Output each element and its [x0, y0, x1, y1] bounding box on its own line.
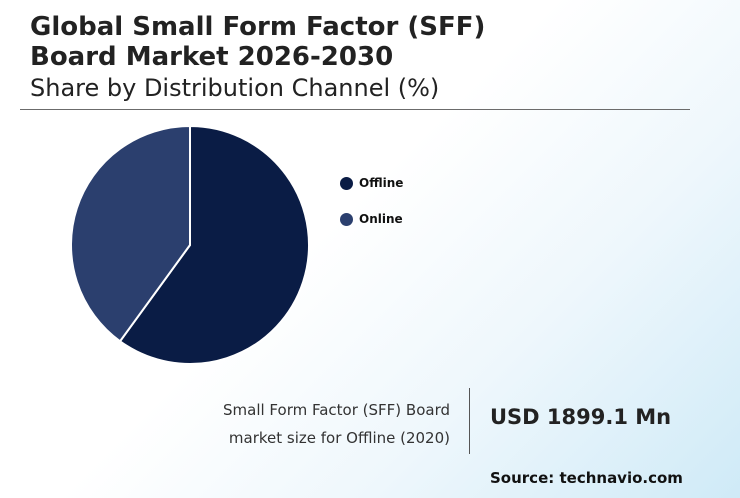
pie-slice-online — [70, 124, 191, 343]
pie-slice-offline — [118, 124, 310, 365]
legend-swatch-offline — [340, 176, 353, 190]
legend-item-online: Online — [340, 208, 403, 230]
chart-title-line-2: Board Market 2026-2030 — [30, 42, 394, 72]
legend-label-offline: Offline — [359, 176, 404, 190]
chart-title: Global Small Form Factor (SFF) Board Mar… — [30, 12, 670, 72]
legend-item-offline: Offline — [340, 172, 403, 194]
pie-chart — [70, 124, 310, 365]
source-credit: Source: technavio.com — [490, 469, 683, 487]
legend-swatch-online — [340, 212, 353, 226]
stat-divider — [469, 388, 470, 454]
chart-title-line-1: Global Small Form Factor (SFF) — [30, 12, 486, 42]
legend-label-online: Online — [359, 212, 403, 226]
chart-legend: Offline Online — [340, 172, 403, 244]
market-size-label-line-1: Small Form Factor (SFF) Board — [223, 401, 450, 419]
chart-subtitle: Share by Distribution Channel (%) — [30, 74, 440, 102]
market-size-value: USD 1899.1 Mn — [490, 405, 672, 429]
market-size-label: Small Form Factor (SFF) Board market siz… — [190, 396, 450, 452]
market-size-label-line-2: market size for Offline (2020) — [228, 429, 450, 447]
title-divider — [20, 109, 690, 110]
